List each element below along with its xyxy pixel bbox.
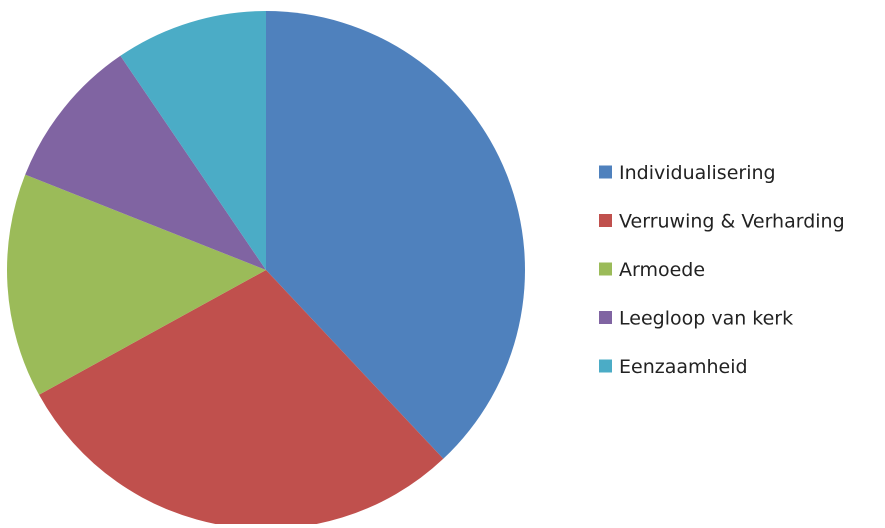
legend-swatch [599, 359, 612, 373]
legend-item-individualisering: Individualisering [599, 162, 776, 184]
legend-label: Eenzaamheid [619, 356, 748, 378]
legend-item-armoede: Armoede [599, 259, 705, 281]
legend: Individualisering Verruwing & Verharding A… [599, 162, 845, 378]
legend-item-verruwing-and-verharding: Verruwing & Verharding [599, 211, 845, 233]
legend-swatch [599, 165, 612, 179]
pie-slices [7, 11, 525, 528]
legend-swatch [599, 262, 612, 276]
legend-label: Armoede [619, 259, 705, 281]
legend-item-leegloop-van-kerk: Leegloop van kerk [599, 308, 793, 330]
pie-slice-eenzaamheid [120, 11, 266, 270]
pie-slice-armoede [7, 174, 266, 395]
legend-swatch [599, 214, 612, 227]
pie-slice-leegloop-van-kerk [25, 55, 266, 270]
pie-slice-verruwing-and-verharding [39, 270, 444, 528]
legend-label: Individualisering [619, 162, 776, 184]
pie-slice-individualisering [266, 11, 525, 459]
legend-item-eenzaamheid: Eenzaamheid [599, 356, 748, 378]
legend-label: Verruwing & Verharding [619, 211, 845, 233]
legend-label: Leegloop van kerk [619, 308, 793, 330]
legend-swatch [599, 311, 612, 324]
